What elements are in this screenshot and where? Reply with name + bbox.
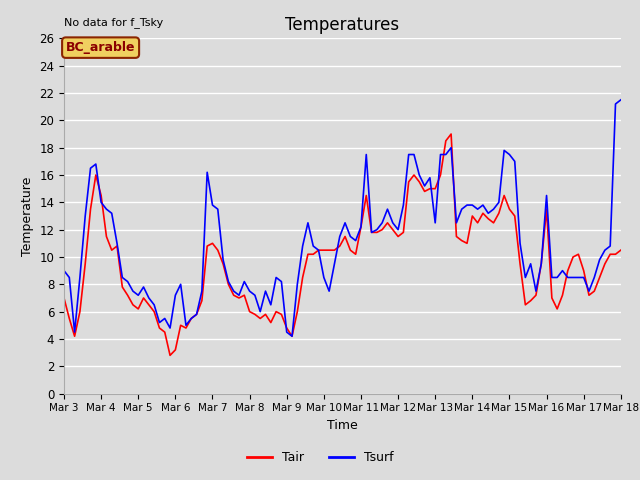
Title: Temperatures: Temperatures [285,16,399,34]
Legend: Tair, Tsurf: Tair, Tsurf [242,446,398,469]
X-axis label: Time: Time [327,419,358,432]
Text: No data for f_Tsky: No data for f_Tsky [64,17,163,28]
Y-axis label: Temperature: Temperature [20,176,34,256]
Text: BC_arable: BC_arable [66,41,135,54]
